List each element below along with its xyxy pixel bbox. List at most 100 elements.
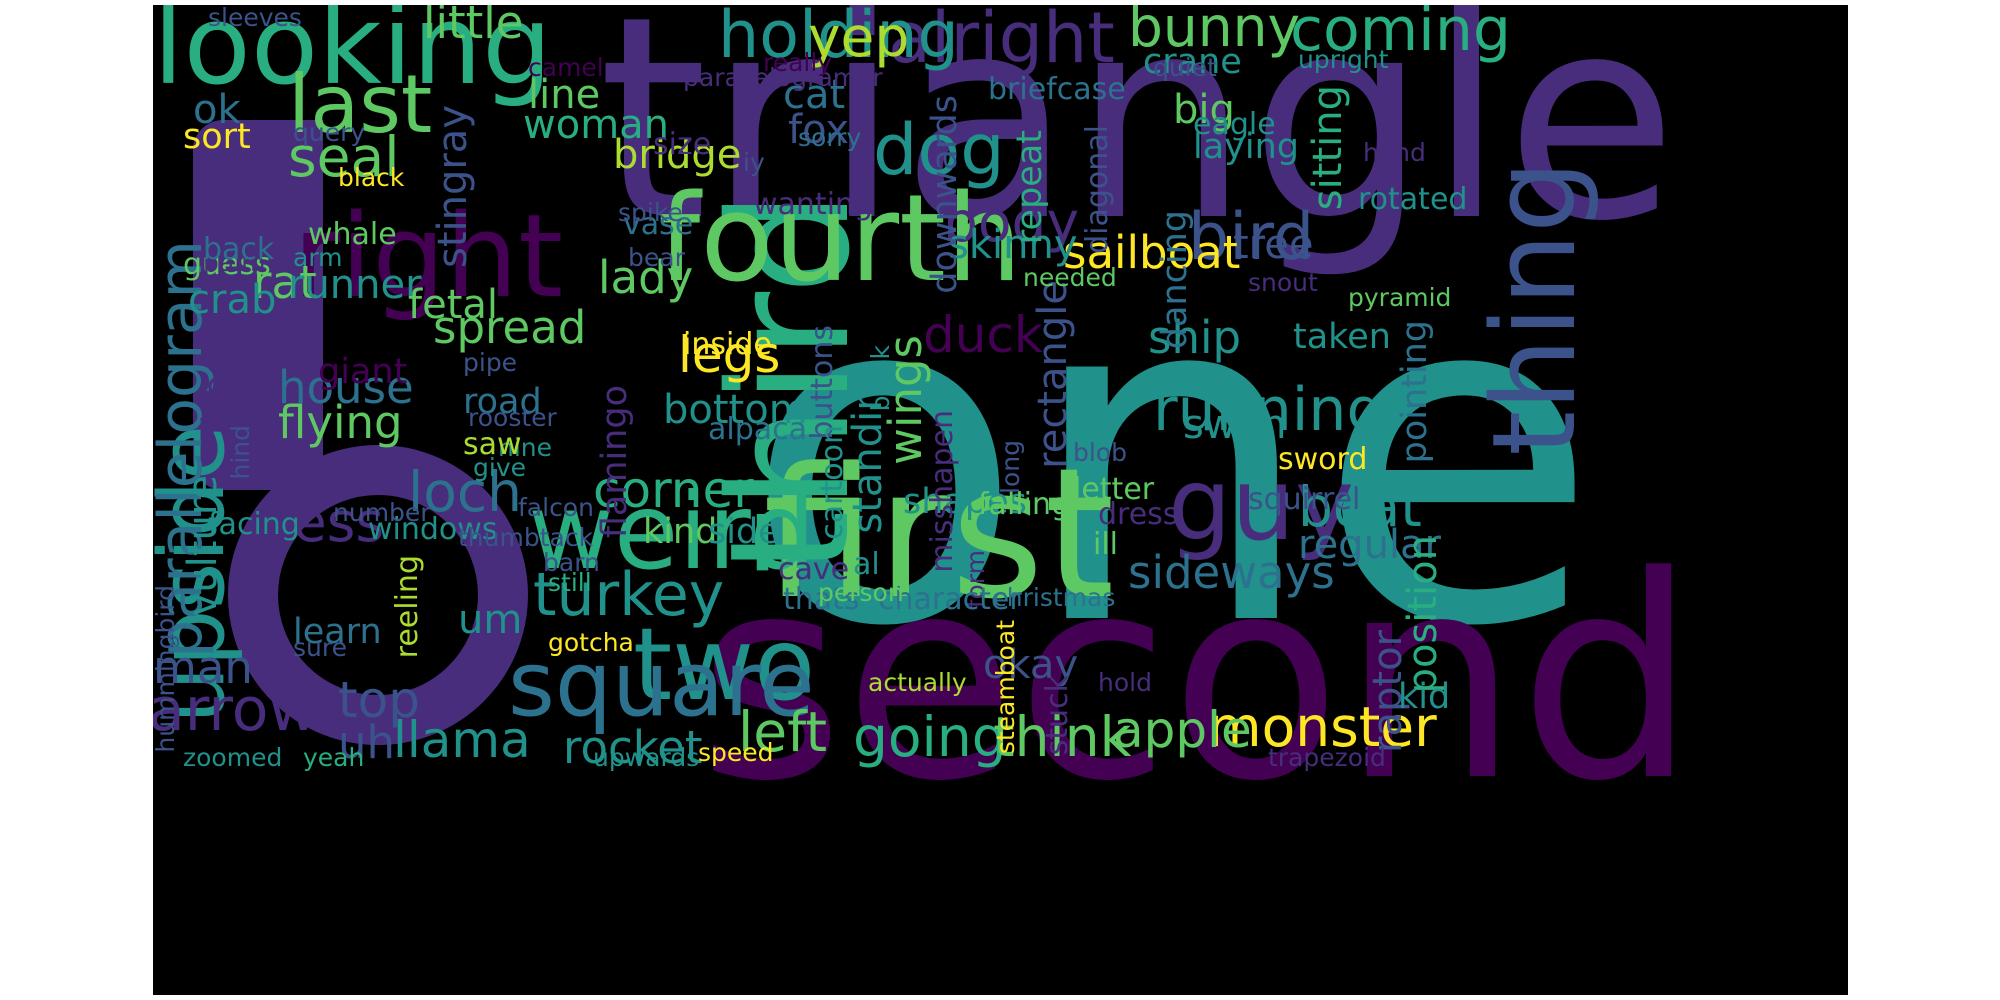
word-pyramid: pyramid (1348, 283, 1452, 312)
word-turkey: turkey (533, 560, 725, 630)
word-person: person (818, 578, 904, 607)
word-kid: kid (1398, 677, 1451, 717)
word-inside: inside (683, 327, 772, 362)
word-weird: weird (528, 471, 816, 593)
word-parallelogramor: parallelogramor (683, 63, 883, 92)
word-second: second (698, 517, 1697, 843)
word-uh: uh (338, 716, 396, 769)
word-upwards: upwards (593, 743, 700, 772)
word-blob: blob (1073, 438, 1127, 467)
word-ship: ship (1148, 311, 1242, 364)
word-crab: crab (188, 277, 277, 323)
word-thumbtack: thumbtack (458, 523, 594, 552)
word-bunny: bunny (1128, 5, 1301, 59)
word-thing: thing (1468, 160, 1602, 456)
word-two: two (633, 606, 816, 723)
word-falcon: falcon (518, 493, 594, 522)
word-size: size (653, 127, 712, 162)
word-holding: holding (718, 5, 959, 73)
word-arm: arm (293, 243, 343, 272)
word-corner: corner (593, 461, 754, 519)
word-repeat: repeat (1010, 130, 1050, 245)
word-alright: alright (888, 5, 1115, 79)
word-buttons: buttons (805, 325, 840, 440)
word-character: character (878, 582, 1022, 617)
word-actually: actually (868, 668, 967, 697)
word-first: first (763, 430, 1115, 639)
word-giant: giant (318, 352, 408, 392)
word-going: going (853, 705, 1007, 769)
word-rooster: rooster (468, 403, 557, 432)
word-upright: upright (1298, 45, 1389, 74)
word-laying: laying (1193, 127, 1300, 167)
word-monster: monster (1208, 695, 1437, 759)
word-big: big (1173, 87, 1235, 133)
word-last: last (288, 58, 433, 151)
word-house: house (278, 361, 414, 414)
word-dog: dog (873, 109, 1005, 191)
word-sleeves: sleeves (208, 5, 302, 32)
word-road: road (463, 382, 542, 422)
word-steamboat: steamboat (991, 620, 1020, 755)
word-bridge: bridge (613, 132, 742, 178)
word-cave: cave (778, 552, 850, 587)
word-trapezoid: trapezoid (1268, 743, 1386, 772)
word-block: block (866, 345, 895, 412)
word-bear: bear (628, 243, 685, 272)
word-zoomed: zoomed (183, 743, 283, 772)
word-vulture: vulture (180, 475, 226, 617)
word-misshapen: misshapen (925, 410, 960, 573)
word-sitting: sitting (1305, 85, 1351, 211)
word-top: top (338, 671, 420, 729)
word-spike: spike (618, 198, 683, 227)
word-head: head (195, 325, 241, 425)
word-needed: needed (1023, 263, 1117, 292)
word-kind: kind (643, 512, 718, 552)
word-palm: palm (203, 248, 266, 277)
word-body: body (943, 190, 1080, 254)
word-left: left (738, 700, 828, 764)
word-apple: apple (1113, 701, 1252, 759)
word-hand: hand (1363, 138, 1426, 167)
word-yeah: yeah (303, 743, 365, 772)
word-ill: ill (1093, 527, 1119, 562)
word-um: um (458, 597, 523, 643)
word-loch: loch (408, 460, 523, 524)
word-rotated: rotated (1358, 182, 1468, 217)
word-sort: sort (183, 117, 251, 157)
word-number: number (333, 498, 431, 527)
word-okay: okay (983, 642, 1079, 688)
word-shapes: shapes (903, 482, 1027, 522)
word-really: really (763, 48, 833, 77)
word-regular: regular (1298, 522, 1441, 568)
word-looking: looking (153, 5, 552, 109)
word-black: black (338, 163, 405, 192)
word-sword: sword (1278, 442, 1368, 477)
word-little: little (423, 5, 524, 49)
word-iy: iy (743, 148, 765, 177)
word-long: long (996, 440, 1025, 494)
word-wanting: wanting (753, 187, 874, 222)
word-sure: sure (293, 633, 347, 662)
word-downwards: downwards (925, 95, 965, 294)
word-hummingbird: hummingbird (153, 585, 180, 753)
word-woman: woman (523, 102, 670, 148)
word-tree: tree (1233, 222, 1314, 268)
word-quiet: quiet (1153, 53, 1217, 82)
word-barn: barn (543, 548, 600, 577)
word-sorry: sorry (798, 123, 862, 152)
word-briefcase: briefcase (988, 72, 1126, 107)
word-letter: letter (1073, 472, 1155, 507)
word-man: man (153, 641, 253, 694)
word-taken: taken (1293, 317, 1391, 357)
word-saw: saw (463, 427, 522, 462)
word-fetal: fetal (408, 282, 498, 328)
word-legs: legs (678, 326, 781, 384)
word-query: query (293, 118, 366, 147)
word-runner: runner (288, 262, 422, 308)
word-stuck: stuck (1040, 675, 1075, 756)
word-bottom: bottom (663, 387, 808, 433)
word-swan: swan (1183, 402, 1287, 448)
word-snout: snout (1248, 268, 1318, 297)
word-rectangle: rectangle (1030, 280, 1076, 469)
